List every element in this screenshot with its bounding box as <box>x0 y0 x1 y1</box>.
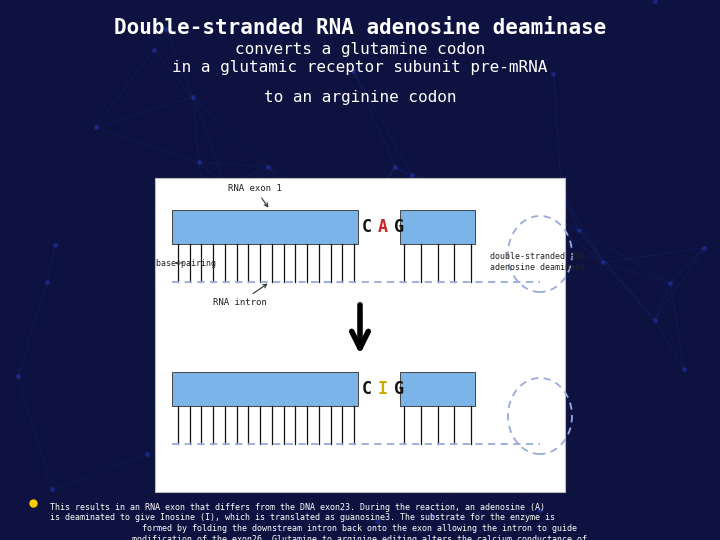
Bar <box>400 210 475 244</box>
Text: A: A <box>378 218 388 236</box>
Text: base pairing: base pairing <box>156 259 216 267</box>
Text: G: G <box>394 218 404 236</box>
Text: modification of the exon26. Glutamine to arginine editing alters the calcium con: modification of the exon26. Glutamine to… <box>132 535 588 540</box>
Text: C: C <box>362 218 372 236</box>
Text: C: C <box>362 380 372 398</box>
Text: RNA exon 1: RNA exon 1 <box>228 184 282 207</box>
Text: RNA intron: RNA intron <box>213 284 267 307</box>
Text: I: I <box>378 380 388 398</box>
Bar <box>172 372 358 406</box>
Text: to an arginine codon: to an arginine codon <box>264 90 456 105</box>
Text: formed by folding the downstream intron back onto the exon allowing the intron t: formed by folding the downstream intron … <box>143 524 577 533</box>
Bar <box>400 372 475 406</box>
Bar <box>155 178 565 492</box>
Text: converts a glutamine codon: converts a glutamine codon <box>235 42 485 57</box>
Text: This results in an RNA exon that differs from the DNA exon23. During the reactio: This results in an RNA exon that differs… <box>50 503 545 512</box>
Text: G: G <box>394 380 404 398</box>
Text: in a glutamic receptor subunit pre-mRNA: in a glutamic receptor subunit pre-mRNA <box>172 60 548 75</box>
Text: double-stranded RNA
adenosine deaminase: double-stranded RNA adenosine deaminase <box>490 252 585 272</box>
Text: is deaminated to give Inosine (I), which is translated as guanosine3. The substr: is deaminated to give Inosine (I), which… <box>50 514 555 523</box>
Bar <box>172 210 358 244</box>
Text: Double-stranded RNA adenosine deaminase: Double-stranded RNA adenosine deaminase <box>114 18 606 38</box>
